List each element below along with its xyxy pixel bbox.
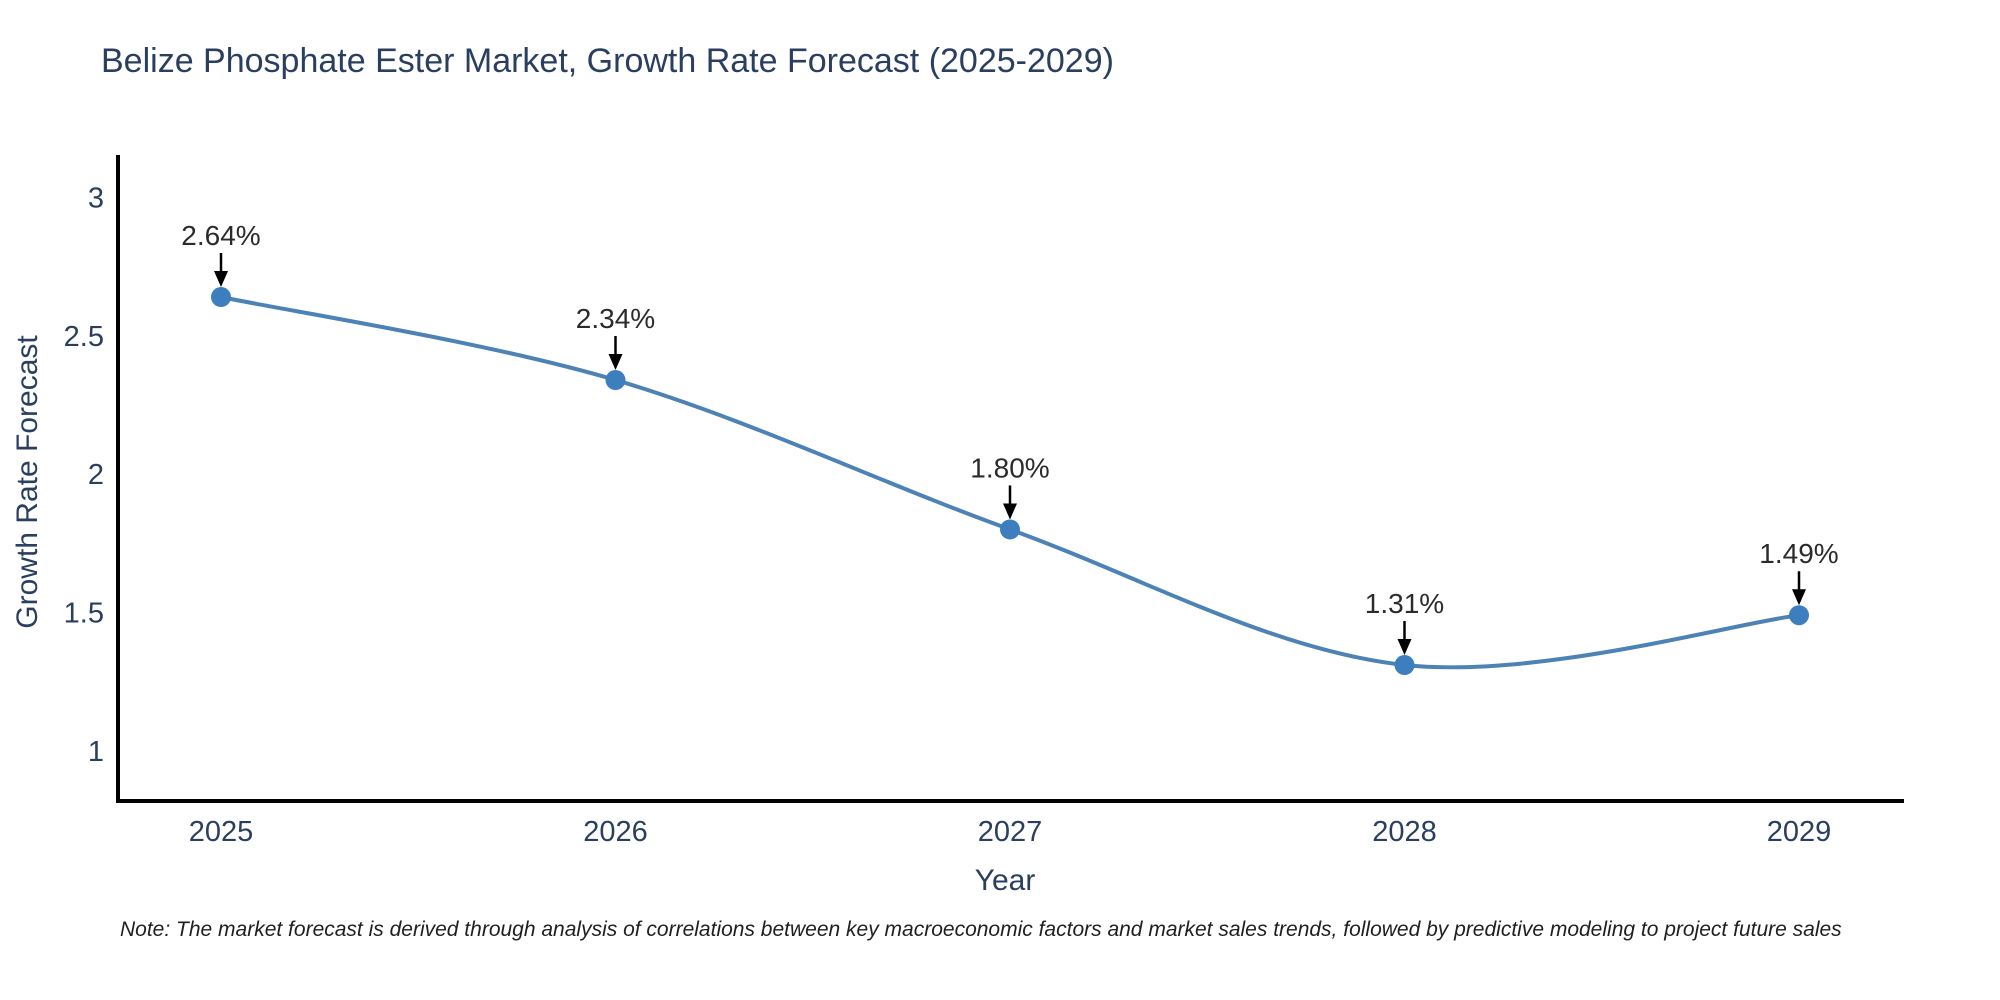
data-point[interactable] [211, 287, 231, 308]
y-tick-label: 2.5 [64, 321, 104, 353]
x-tick-label: 2027 [978, 816, 1043, 848]
annotation-arrowhead [1792, 589, 1806, 606]
y-tick-label: 1.5 [64, 597, 104, 629]
annotation-label: 2.64% [181, 220, 260, 251]
y-tick-label: 1 [88, 736, 104, 768]
data-point[interactable] [605, 370, 626, 391]
data-point[interactable] [1000, 519, 1020, 540]
y-tick-label: 2 [88, 459, 104, 491]
chart-title: Belize Phosphate Ester Market, Growth Ra… [101, 42, 1114, 80]
annotation-arrowhead [608, 354, 623, 371]
annotation-label: 1.31% [1365, 588, 1444, 619]
x-tick-label: 2028 [1372, 816, 1437, 848]
annotation-label: 1.49% [1759, 538, 1838, 569]
annotation-arrowhead [214, 271, 228, 288]
annotation-arrowhead [1397, 639, 1412, 656]
data-point[interactable] [1394, 655, 1415, 676]
y-tick-label: 3 [88, 182, 104, 214]
x-tick-label: 2029 [1767, 816, 1832, 848]
note-text: Note: The market forecast is derived thr… [120, 918, 1842, 941]
y-axis-label: Growth Rate Forecast [11, 335, 44, 629]
annotation-arrowhead [1003, 503, 1017, 520]
x-tick-label: 2026 [583, 816, 648, 848]
x-axis-label: Year [974, 864, 1036, 897]
x-tick-label: 2025 [189, 816, 254, 848]
data-point[interactable] [1789, 605, 1809, 626]
annotation-label: 2.34% [576, 303, 655, 334]
annotation-label: 1.80% [970, 452, 1049, 483]
